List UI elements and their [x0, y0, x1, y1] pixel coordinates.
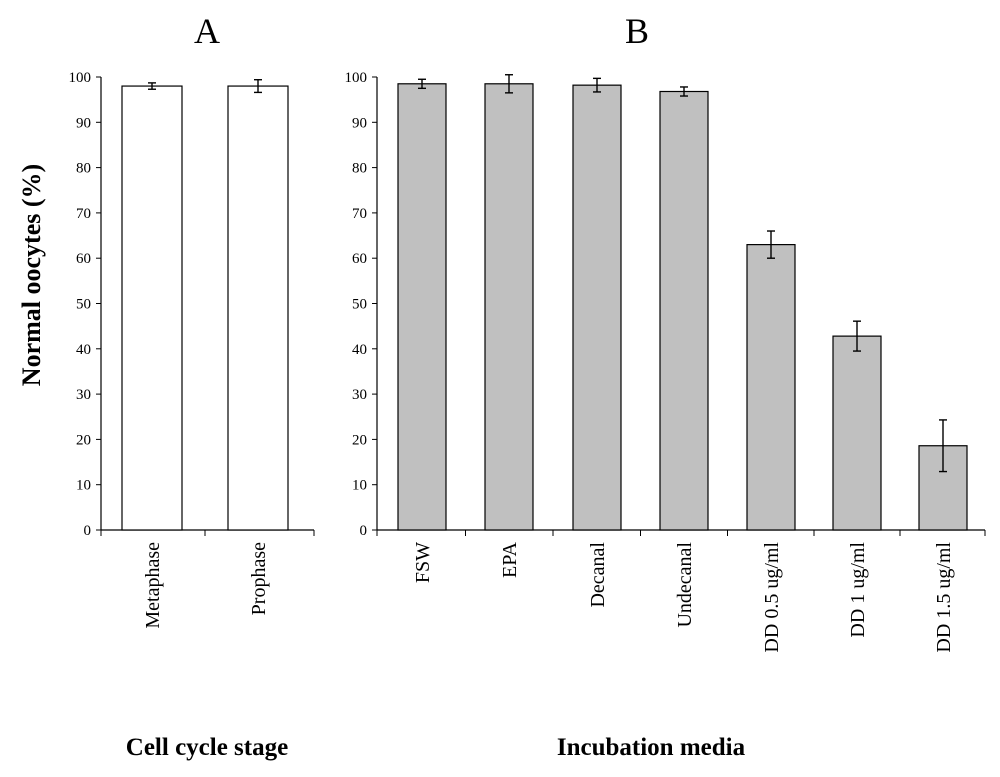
panel-b-category-label-6: DD 1.5 ug/ml [933, 542, 955, 653]
y-axis-label: Normal oocytes (%) [17, 164, 46, 386]
panel-a-category-label-0: Metaphase [142, 542, 164, 629]
panel-a-category-label-1: Prophase [248, 542, 270, 615]
panel-b-y-tick-label: 30 [352, 387, 367, 403]
panel-b-bar-5 [832, 335, 882, 531]
panel-b-y-tick-label: 100 [345, 70, 368, 86]
panel-a-y-tick-label: 50 [76, 297, 91, 313]
panel-b-y-tick-label: 70 [352, 206, 367, 222]
panel-a-bar-1 [227, 85, 289, 531]
panel-b-letter: B [625, 11, 649, 51]
panel-b-marks: 0 10 20 30 40 50 60 70 80 90 100 FSW EPA Decanal Undec… [345, 70, 986, 653]
panel-a-y-tick-label: 10 [76, 478, 91, 494]
panel-a-y-tick-label: 90 [76, 115, 91, 131]
panel-b-y-tick-label: 80 [352, 161, 367, 177]
panel-b-y-tick-label: 50 [352, 297, 367, 313]
panel-a-x-axis-label: Cell cycle stage [126, 734, 288, 761]
panel-a-y-tick-label: 20 [76, 432, 91, 448]
panel-a-y-tick-label: 70 [76, 206, 91, 222]
panel-b-y-tick-label: 20 [352, 432, 367, 448]
panel-b-y-tick-label: 0 [360, 523, 368, 539]
panel-b-y-tick-label: 60 [352, 251, 367, 267]
panel-b-bar-1 [484, 83, 534, 531]
panel-a-y-tick-label: 80 [76, 161, 91, 177]
panel-b-category-label-4: DD 0.5 ug/ml [761, 542, 783, 653]
panel-b-category-label-1: EPA [499, 541, 521, 578]
panel-b-bar-2 [572, 84, 622, 531]
panel-a-letter: A [194, 11, 220, 51]
panel-b: B 0 10 20 30 40 50 60 70 80 90 100 FSW EPA Decanal Und… [345, 11, 986, 761]
panel-a-y-tick-label: 30 [76, 387, 91, 403]
panel-b-x-axis-label: Incubation media [557, 734, 746, 761]
panel-b-category-label-3: Undecanal [674, 542, 696, 628]
panel-b-bar-4 [746, 244, 796, 531]
panel-b-y-tick-label: 10 [352, 478, 367, 494]
panel-a-y-tick-label: 0 [84, 523, 92, 539]
panel-b-y-tick-label: 40 [352, 342, 367, 358]
panel-a-y-tick-label: 100 [69, 70, 92, 86]
panel-b-y-tick-label: 90 [352, 115, 367, 131]
panel-a-bar-0 [121, 85, 183, 531]
panel-b-bar-0 [397, 83, 447, 531]
panel-b-category-label-5: DD 1 ug/ml [847, 542, 869, 638]
panel-a: A 0 10 20 30 40 50 60 70 80 90 100 Metaphase Prophas… [69, 11, 315, 761]
panel-b-category-label-0: FSW [412, 542, 434, 583]
panel-a-y-tick-label: 40 [76, 342, 91, 358]
panel-a-y-tick-label: 60 [76, 251, 91, 267]
panel-b-bar-3 [659, 90, 709, 531]
panel-b-category-label-2: Decanal [587, 542, 609, 608]
panel-a-marks: 0 10 20 30 40 50 60 70 80 90 100 Metaphase Prophase [69, 70, 315, 629]
